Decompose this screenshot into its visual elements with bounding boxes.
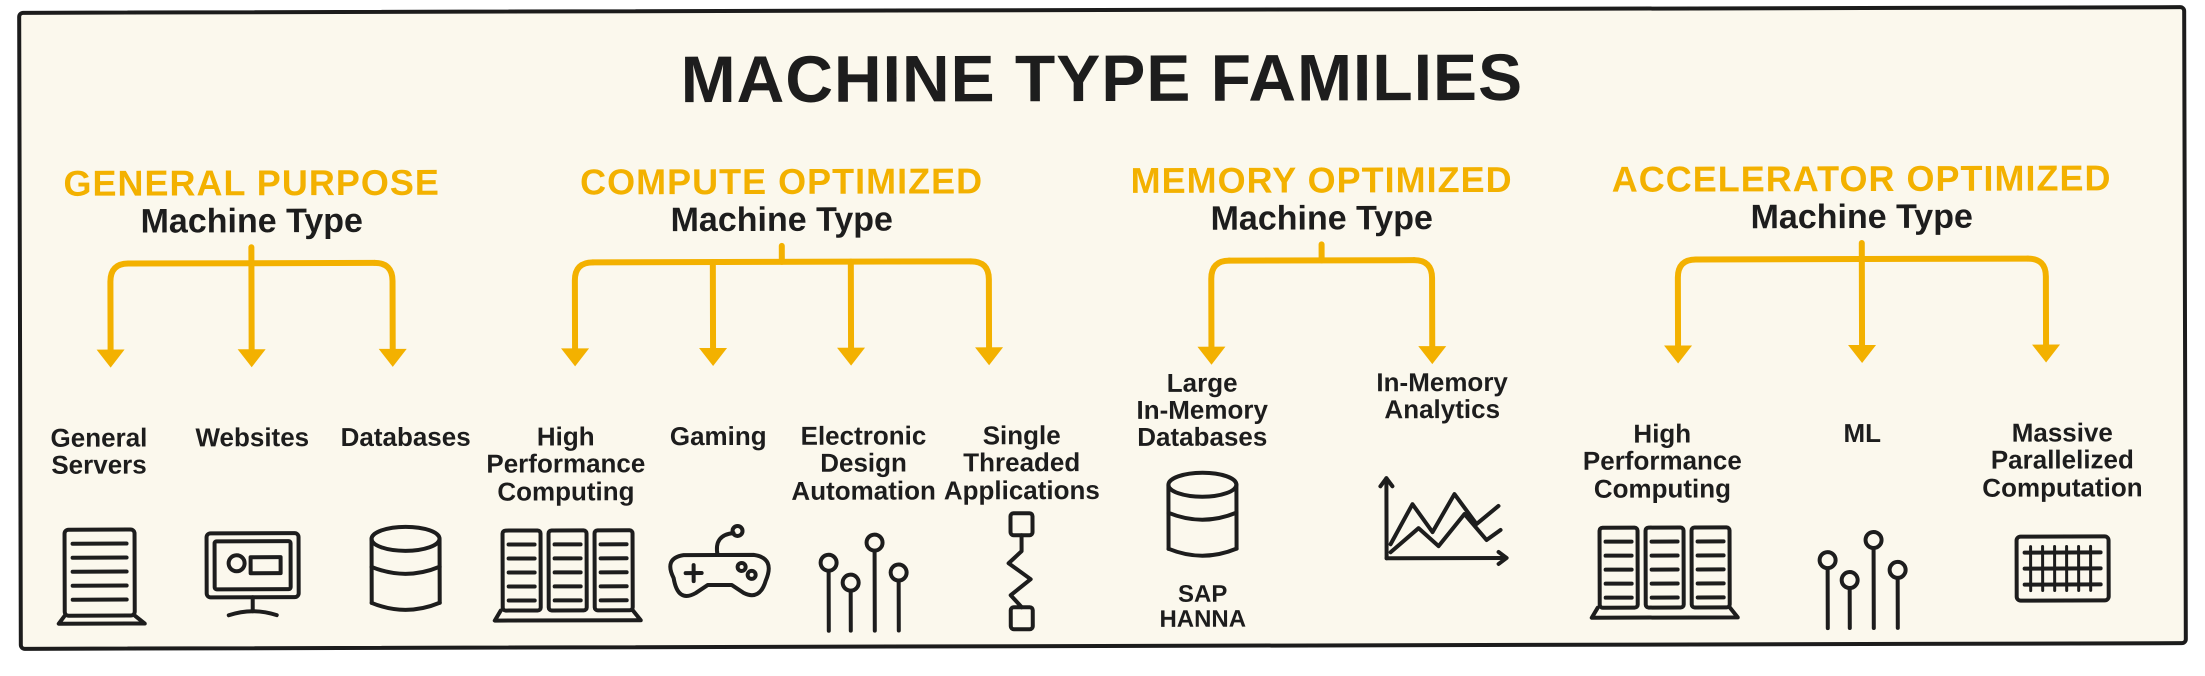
family-name: MEMORY OPTIMIZED — [1082, 161, 1562, 200]
child-websites: Websites — [176, 424, 330, 634]
child-hpc: HighPerformanceComputing — [482, 423, 650, 633]
child-general-servers: GeneralServers — [22, 424, 176, 634]
server-icon — [26, 514, 172, 634]
monitor-icon — [180, 514, 326, 634]
fork-bracket — [1082, 242, 1562, 369]
fork-bracket — [1562, 241, 2162, 369]
family-name: ACCELERATOR OPTIMIZED — [1562, 159, 2162, 198]
family-subtitle: Machine Type — [482, 202, 1082, 239]
family-header: MEMORY OPTIMIZEDMachine Type — [1082, 161, 1562, 238]
paper-frame: MACHINE TYPE FAMILIES GENERAL PURPOSEMac… — [17, 5, 2188, 651]
child-label: MassiveParallelizedComputation — [1966, 419, 2158, 504]
gamepad-icon — [653, 513, 783, 633]
family-name: COMPUTE OPTIMIZED — [482, 162, 1082, 201]
thread-icon — [944, 512, 1100, 632]
family-children: HighPerformanceComputing — [1562, 419, 2163, 631]
child-label: Databases — [333, 424, 479, 508]
family-name: GENERAL PURPOSE — [22, 164, 482, 203]
server-cluster-icon — [486, 513, 645, 633]
family-compute: COMPUTE OPTIMIZEDMachine Type HighPerfor… — [482, 162, 1083, 644]
child-label: GeneralServers — [26, 424, 172, 508]
families-row: GENERAL PURPOSEMachine Type GeneralServe… — [22, 159, 2184, 645]
circuit-icon — [1766, 510, 1958, 631]
child-label: ML — [1766, 420, 1958, 505]
family-children: GeneralServers Websites — [22, 424, 483, 635]
child-large-db: LargeIn-MemoryDatabases SAPHANNA — [1082, 369, 1323, 632]
fork-bracket — [22, 245, 482, 372]
server-cluster-icon — [1566, 510, 1758, 631]
matrix-icon — [1966, 509, 2158, 630]
child-label: In-MemoryAnalytics — [1326, 368, 1558, 453]
child-label: Gaming — [653, 423, 783, 507]
family-accel: ACCELERATOR OPTIMIZEDMachine Type HighPe… — [1562, 159, 2163, 641]
child-analytics: In-MemoryAnalytics — [1322, 368, 1563, 579]
child-ml: ML — [1762, 420, 1963, 631]
child-label: ElectronicDesignAutomation — [791, 422, 936, 506]
child-gaming: Gaming — [649, 423, 788, 633]
child-hpc2: HighPerformanceComputing — [1562, 420, 1763, 631]
family-subtitle: Machine Type — [1562, 199, 2162, 236]
child-single: SingleThreadedApplications — [940, 422, 1105, 632]
family-subtitle: Machine Type — [22, 203, 482, 240]
family-children: HighPerformanceComputing — [482, 422, 1083, 634]
family-header: GENERAL PURPOSEMachine Type — [22, 164, 482, 241]
child-eda: ElectronicDesignAutomation — [787, 422, 940, 632]
child-label: HighPerformanceComputing — [486, 423, 645, 507]
database-icon — [333, 514, 479, 634]
database-icon — [1086, 459, 1318, 580]
family-header: COMPUTE OPTIMIZEDMachine Type — [482, 162, 1082, 239]
child-databases: Databases — [329, 424, 483, 634]
child-massive: MassiveParallelizedComputation — [1962, 419, 2163, 630]
family-subtitle: Machine Type — [1082, 201, 1562, 238]
child-label: SingleThreadedApplications — [944, 422, 1100, 506]
child-label: Websites — [180, 424, 326, 508]
family-children: LargeIn-MemoryDatabases SAPHANNAIn-Memor… — [1082, 368, 1563, 632]
chart-icon — [1326, 458, 1558, 579]
child-sublabel: SAPHANNA — [1087, 581, 1319, 632]
family-memory: MEMORY OPTIMIZEDMachine Type LargeIn-Mem… — [1082, 161, 1563, 642]
child-label: LargeIn-MemoryDatabases — [1086, 369, 1318, 454]
family-header: ACCELERATOR OPTIMIZEDMachine Type — [1562, 159, 2162, 236]
fork-bracket — [482, 244, 1082, 372]
family-general: GENERAL PURPOSEMachine Type GeneralServe… — [22, 164, 483, 645]
diagram-title: MACHINE TYPE FAMILIES — [21, 37, 2182, 119]
circuit-icon — [791, 512, 936, 632]
child-label: HighPerformanceComputing — [1566, 420, 1758, 505]
